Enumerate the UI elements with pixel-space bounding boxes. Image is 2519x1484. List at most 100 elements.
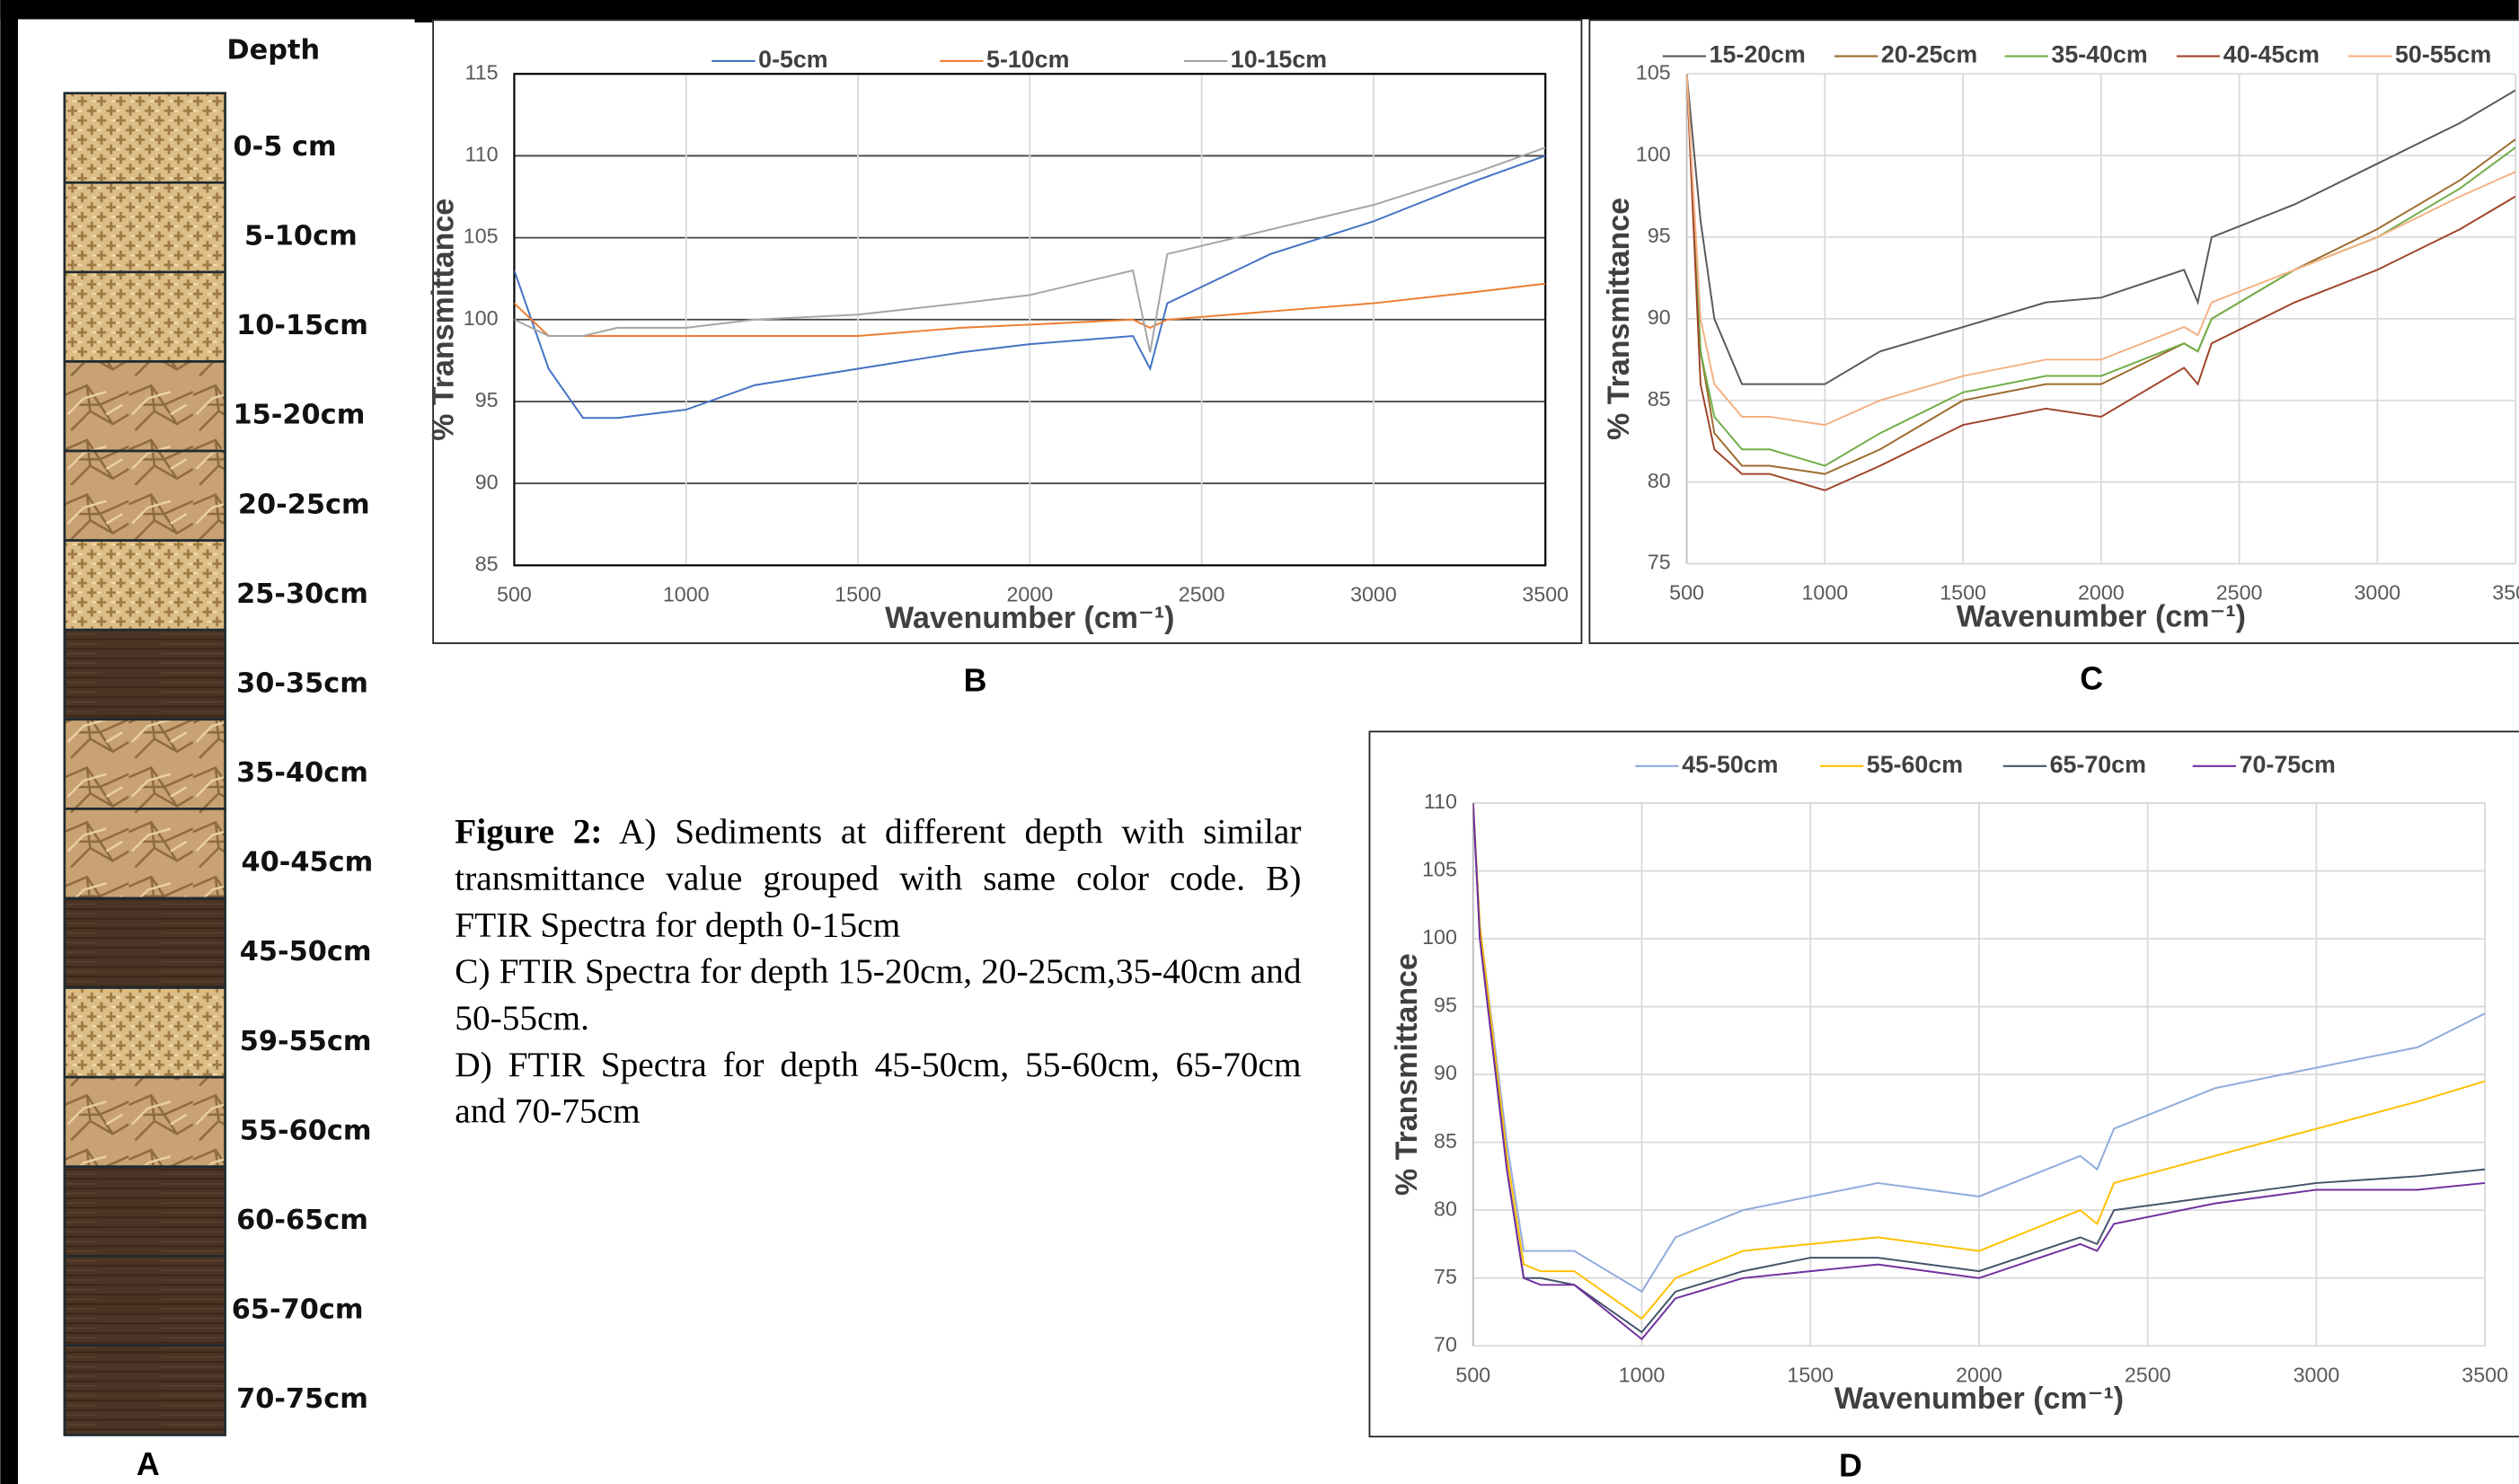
depth-label: 5-10cm [244,221,358,252]
y-tick-label: 115 [464,60,498,84]
sediment-tile [63,808,226,900]
legend-label: 65-70cm [2050,751,2146,778]
x-tick-label: 3500 [2462,1363,2508,1386]
x-tick-label: 3000 [2355,581,2401,605]
series-line [514,155,1546,420]
series-line [1472,802,2486,1341]
x-tick-label: 3500 [2492,581,2519,605]
x-tick-label: 500 [497,582,532,605]
band-notch [414,0,433,23]
x-tick-label: 3000 [1350,582,1397,605]
depth-label: 25-30cm [236,579,368,610]
x-tick-label: 1000 [1801,581,1848,605]
legend-label: 40-45cm [2223,41,2320,68]
legend-label: 70-75cm [2240,751,2336,778]
x-tick-label: 1000 [1619,1363,1666,1386]
sediment-tile [63,986,226,1079]
legend-label: 10-15cm [1231,46,1327,73]
x-tick-label: 2500 [2125,1363,2171,1386]
y-tick-label: 100 [1422,925,1457,949]
legend-label: 0-5cm [758,46,827,73]
depth-label: 60-65cm [236,1205,368,1236]
sediment-tile [63,628,226,721]
y-tick-label: 95 [475,388,499,411]
caption-para: D) FTIR Spectra for depth 45-50cm, 55-60… [455,1044,1302,1131]
x-tick-label: 1500 [835,582,881,605]
legend-label: 35-40cm [2051,41,2147,68]
depth-label: 59-55cm [240,1026,372,1057]
depth-label: 55-60cm [240,1115,372,1146]
depth-label: 45-50cm [240,936,372,967]
y-tick-label: 100 [464,306,499,330]
legend-label: 20-25cm [1881,41,1977,68]
x-tick-label: 2000 [1006,582,1053,605]
depth-label: 70-75cm [236,1383,368,1415]
depth-label: 65-70cm [232,1294,364,1326]
sediment-tile [63,897,226,989]
chart: 70 75 80 85 90 95 100 105 110 500 1000 1500 2000 2500… [1390,751,2508,1484]
depth-label: 35-40cm [236,757,368,789]
sediment-tile [63,539,226,632]
y-tick-label: 85 [1434,1129,1457,1153]
legend-label: 15-20cm [1710,41,1806,68]
caption-label: Figure 2: [455,810,603,852]
sediment-tile [63,1165,226,1258]
y-axis-title: % Transmittance [1602,198,1636,440]
top-band [0,0,2519,20]
y-tick-label: 70 [1434,1332,1457,1356]
x-tick-label: 500 [1455,1363,1490,1386]
sediment-tile [63,718,226,810]
x-tick-label: 2000 [1956,1363,2002,1386]
x-tick-label: 1000 [663,582,710,605]
left-band [0,0,18,1484]
y-tick-label: 95 [1648,224,1671,247]
depth-label: 10-15cm [236,310,368,341]
sediment-tile [63,1344,226,1436]
x-tick-label: 2500 [1179,582,1225,605]
caption-para: C) FTIR Spectra for depth 15-20cm, 20-25… [455,950,1302,1038]
depth-label: 30-35cm [236,667,368,699]
x-tick-label: 1500 [1787,1363,1834,1386]
sediment-tile [63,360,226,453]
caption-box: Figure 2: A) Sediments at different dept… [455,808,1302,1131]
y-tick-label: 85 [475,552,499,575]
legend-label: 55-60cm [1867,751,1963,778]
y-tick-label: 105 [1422,858,1457,881]
panel-d-frame [1368,730,2519,1438]
y-tick-label: 85 [1648,387,1671,411]
caption-text: A) Sediments at different depth with sim… [455,810,1302,945]
panel-label: B [964,662,987,698]
sediment-tile [63,449,226,542]
panel-label: D [1839,1448,1862,1484]
y-tick-label: 80 [1648,469,1671,492]
series-line [514,146,1546,353]
chart: 75 80 85 90 95 100 105 500 1000 1500 2000 2500 3000 3… [1602,41,2519,697]
y-tick-label: 95 [1434,994,1457,1017]
x-tick-label: 3500 [1522,582,1569,605]
y-tick-label: 110 [1424,790,1457,813]
panel-b-frame [432,19,1583,644]
chart: 85 90 95 100 105 110 115 500 1000 1500 2000 2500 300… [427,46,1569,698]
depth-label: 20-25cm [238,489,370,520]
y-tick-label: 90 [1648,305,1671,329]
x-tick-label: 500 [1669,581,1704,605]
panel-label: C [2080,660,2103,696]
y-axis-title: % Transmittance [427,199,461,441]
x-axis-title: Wavenumber (cm⁻¹) [885,601,1174,635]
y-tick-label: 100 [1636,142,1671,165]
depth-header: Depth [226,35,320,66]
panel-c-frame [1588,19,2519,644]
y-tick-label: 90 [475,470,499,493]
x-tick-label: 1500 [1940,581,1986,605]
caption-para: Figure 2: A) Sediments at different dept… [455,808,1301,948]
y-tick-label: 105 [1636,60,1671,84]
y-axis-title: % Transmittance [1390,953,1424,1196]
series-line [1686,74,2516,491]
x-tick-label: 3000 [2294,1363,2340,1386]
sediment-tile [63,270,226,363]
y-tick-label: 110 [464,143,498,166]
sediment-tile [63,1075,226,1169]
y-tick-label: 105 [464,225,499,248]
